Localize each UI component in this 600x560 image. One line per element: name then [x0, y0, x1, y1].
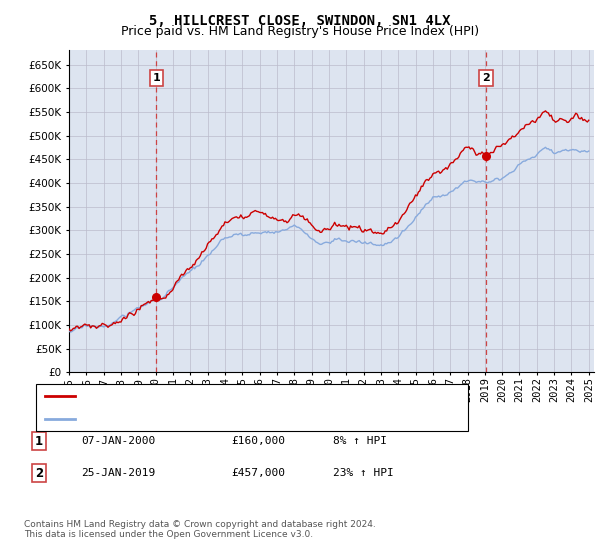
Text: HPI: Average price, detached house, Swindon: HPI: Average price, detached house, Swin…	[81, 414, 335, 424]
Text: 2: 2	[482, 73, 490, 83]
Text: 2: 2	[35, 466, 43, 480]
Text: £160,000: £160,000	[231, 436, 285, 446]
Text: 1: 1	[152, 73, 160, 83]
Text: 5, HILLCREST CLOSE, SWINDON, SN1 4LX: 5, HILLCREST CLOSE, SWINDON, SN1 4LX	[149, 14, 451, 28]
Text: 5, HILLCREST CLOSE, SWINDON, SN1 4LX (detached house): 5, HILLCREST CLOSE, SWINDON, SN1 4LX (de…	[81, 391, 414, 401]
Text: 1: 1	[35, 435, 43, 448]
Text: £457,000: £457,000	[231, 468, 285, 478]
Text: 23% ↑ HPI: 23% ↑ HPI	[333, 468, 394, 478]
Text: 8% ↑ HPI: 8% ↑ HPI	[333, 436, 387, 446]
Text: 25-JAN-2019: 25-JAN-2019	[81, 468, 155, 478]
Text: Price paid vs. HM Land Registry's House Price Index (HPI): Price paid vs. HM Land Registry's House …	[121, 25, 479, 38]
Text: 07-JAN-2000: 07-JAN-2000	[81, 436, 155, 446]
Text: Contains HM Land Registry data © Crown copyright and database right 2024.
This d: Contains HM Land Registry data © Crown c…	[24, 520, 376, 539]
